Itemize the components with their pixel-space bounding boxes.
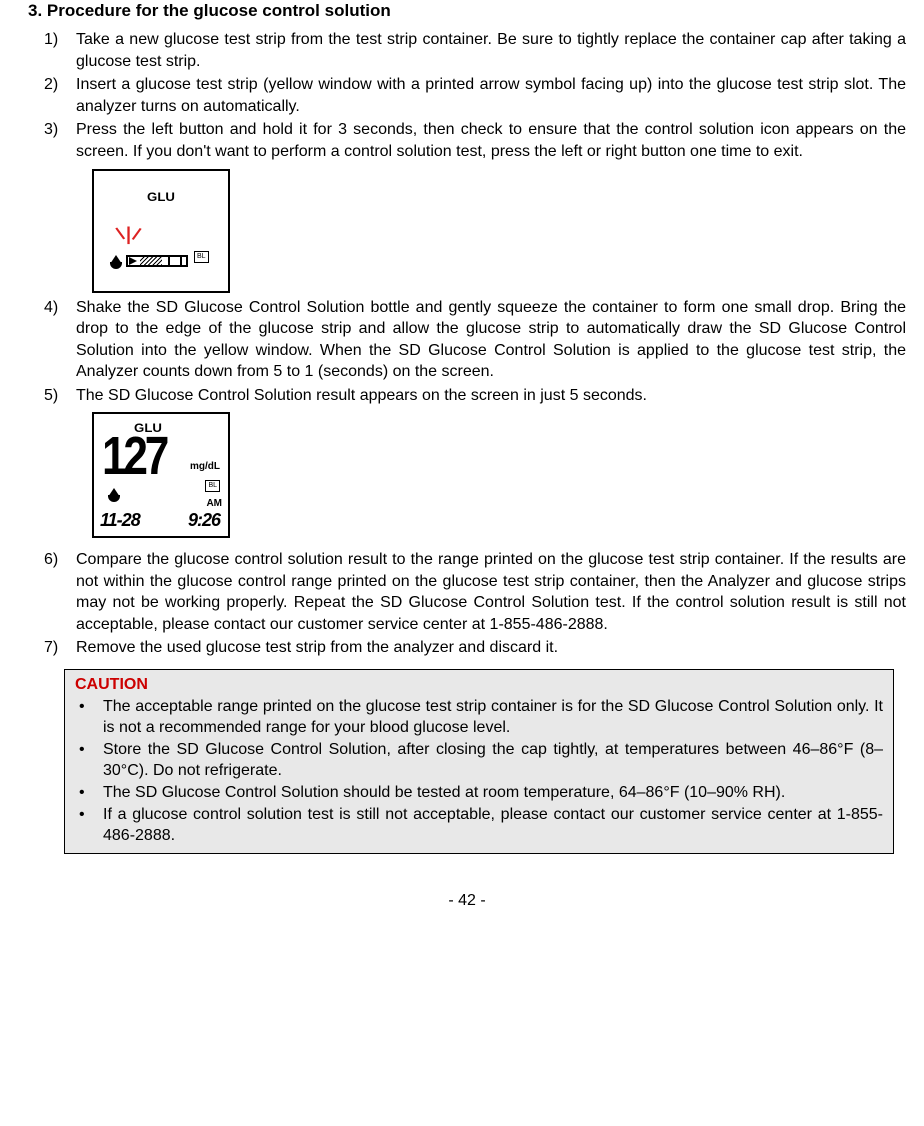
caution-text: The SD Glucose Control Solution should b…	[103, 782, 883, 804]
procedure-list-cont2: 6) Compare the glucose control solution …	[28, 549, 906, 659]
bullet-icon: •	[75, 696, 103, 739]
drop-icon	[108, 484, 120, 509]
date-value: 11-28	[100, 508, 140, 532]
caution-list: • The acceptable range printed on the gl…	[75, 696, 883, 847]
step-4: 4) Shake the SD Glucose Control Solution…	[28, 297, 906, 383]
step-number: 7)	[28, 637, 76, 659]
step-text: Remove the used glucose test strip from …	[76, 637, 906, 659]
step-text: Compare the glucose control solution res…	[76, 549, 906, 635]
step-5: 5) The SD Glucose Control Solution resul…	[28, 385, 906, 407]
step-text: Take a new glucose test strip from the t…	[76, 29, 906, 72]
step-number: 5)	[28, 385, 76, 407]
section-title: 3. Procedure for the glucose control sol…	[28, 0, 906, 23]
caution-text: If a glucose control solution test is st…	[103, 804, 883, 847]
step-2: 2) Insert a glucose test strip (yellow w…	[28, 74, 906, 117]
figure-analyzer-ready: GLU \|/ BL	[92, 169, 230, 293]
time-value: 9:26	[188, 508, 220, 532]
caution-text: Store the SD Glucose Control Solution, a…	[103, 739, 883, 782]
caution-box: CAUTION • The acceptable range printed o…	[64, 669, 894, 854]
glu-label: GLU	[87, 189, 234, 205]
step-number: 3)	[28, 119, 76, 162]
reading-unit: mg/dL	[190, 460, 220, 474]
section-number: 3.	[28, 1, 42, 20]
caution-item: • If a glucose control solution test is …	[75, 804, 883, 847]
step-1: 1) Take a new glucose test strip from th…	[28, 29, 906, 72]
section-title-text: Procedure for the glucose control soluti…	[47, 1, 391, 20]
step-text: Insert a glucose test strip (yellow wind…	[76, 74, 906, 117]
caution-title: CAUTION	[75, 674, 883, 696]
step-6: 6) Compare the glucose control solution …	[28, 549, 906, 635]
step-number: 4)	[28, 297, 76, 383]
procedure-list: 1) Take a new glucose test strip from th…	[28, 29, 906, 163]
step-3: 3) Press the left button and hold it for…	[28, 119, 906, 162]
reading-value: 127	[102, 420, 166, 493]
caution-item: • Store the SD Glucose Control Solution,…	[75, 739, 883, 782]
caution-text: The acceptable range printed on the gluc…	[103, 696, 883, 739]
step-7: 7) Remove the used glucose test strip fr…	[28, 637, 906, 659]
page-number: - 42 -	[28, 890, 906, 912]
strip-icons: BL	[110, 251, 209, 269]
figure-result-screen: GLU 127 mg/dL BL AM 11-28 9:26	[92, 412, 230, 538]
step-text: The SD Glucose Control Solution result a…	[76, 385, 906, 407]
step-text: Shake the SD Glucose Control Solution bo…	[76, 297, 906, 383]
bullet-icon: •	[75, 739, 103, 782]
drop-icon	[110, 251, 122, 269]
bullet-icon: •	[75, 782, 103, 804]
step-number: 2)	[28, 74, 76, 117]
step-number: 6)	[28, 549, 76, 635]
blink-rays-icon: \|/	[118, 222, 138, 246]
bl-badge: BL	[194, 251, 209, 262]
bl-badge: BL	[205, 480, 220, 491]
caution-item: • The acceptable range printed on the gl…	[75, 696, 883, 739]
test-strip-icon	[126, 251, 188, 269]
bullet-icon: •	[75, 804, 103, 847]
step-text: Press the left button and hold it for 3 …	[76, 119, 906, 162]
step-number: 1)	[28, 29, 76, 72]
caution-item: • The SD Glucose Control Solution should…	[75, 782, 883, 804]
procedure-list-cont: 4) Shake the SD Glucose Control Solution…	[28, 297, 906, 407]
